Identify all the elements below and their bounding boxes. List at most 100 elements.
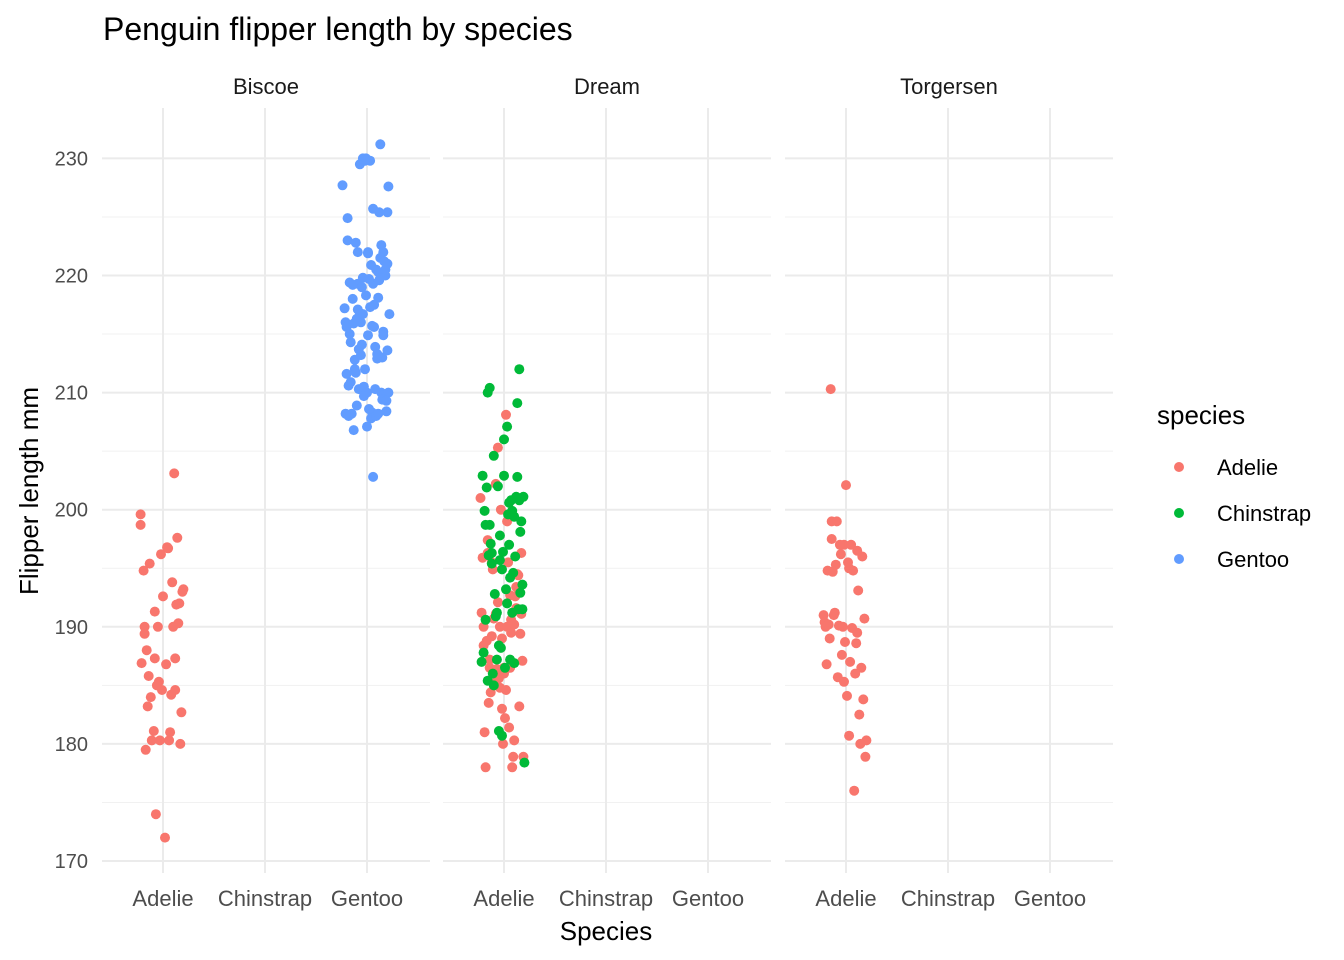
data-point-adelie bbox=[144, 558, 155, 569]
legend-title: species bbox=[1157, 400, 1245, 430]
data-point-adelie bbox=[514, 701, 525, 712]
data-point-adelie bbox=[160, 832, 170, 843]
x-tick-label: Chinstrap bbox=[559, 886, 653, 911]
data-point-gentoo bbox=[383, 181, 394, 192]
data-point-gentoo bbox=[342, 213, 353, 224]
facet-strip-label: Torgersen bbox=[900, 74, 998, 99]
data-point-adelie bbox=[139, 628, 150, 639]
data-point-adelie bbox=[141, 645, 152, 656]
data-point-gentoo bbox=[379, 256, 390, 267]
data-point-adelie bbox=[148, 726, 159, 736]
data-point-gentoo bbox=[381, 395, 392, 406]
data-point-chinstrap bbox=[482, 675, 493, 686]
data-point-adelie bbox=[508, 751, 519, 762]
legend-key-adelie bbox=[1174, 462, 1184, 472]
data-point-gentoo bbox=[352, 304, 363, 315]
data-point-gentoo bbox=[374, 275, 385, 286]
data-point-adelie bbox=[517, 655, 528, 666]
data-point-gentoo bbox=[351, 400, 362, 411]
y-tick-label: 230 bbox=[55, 148, 88, 170]
data-point-adelie bbox=[152, 621, 163, 632]
data-point-adelie bbox=[509, 735, 520, 746]
data-point-adelie bbox=[845, 656, 856, 667]
data-point-chinstrap bbox=[486, 558, 497, 569]
data-point-gentoo bbox=[367, 320, 378, 331]
facet-strip-label: Dream bbox=[574, 74, 640, 99]
data-point-adelie bbox=[146, 735, 157, 746]
data-point-gentoo bbox=[347, 293, 358, 304]
facet-panel-dream: Dream Adelie Chinstrap Gentoo bbox=[443, 74, 771, 911]
data-point-adelie bbox=[500, 713, 510, 724]
data-point-chinstrap bbox=[505, 654, 516, 665]
data-point-adelie bbox=[478, 640, 489, 651]
data-point-adelie bbox=[495, 504, 506, 515]
data-point-adelie bbox=[140, 744, 151, 755]
data-point-adelie bbox=[139, 621, 150, 632]
data-point-chinstrap bbox=[500, 662, 510, 673]
data-point-gentoo bbox=[384, 309, 395, 320]
data-point-chinstrap bbox=[479, 505, 490, 516]
data-point-gentoo bbox=[350, 367, 361, 378]
data-point-gentoo bbox=[372, 349, 383, 359]
x-tick-label: Gentoo bbox=[1014, 886, 1086, 911]
data-point-adelie bbox=[844, 730, 855, 741]
data-point-gentoo bbox=[364, 274, 374, 284]
data-point-adelie bbox=[837, 621, 848, 632]
data-point-gentoo bbox=[352, 247, 363, 258]
legend-label: Gentoo bbox=[1217, 547, 1289, 572]
data-point-adelie bbox=[826, 534, 837, 544]
data-point-chinstrap bbox=[476, 656, 487, 667]
data-point-gentoo bbox=[365, 302, 376, 313]
data-point-chinstrap bbox=[487, 668, 498, 679]
legend-key-gentoo bbox=[1174, 554, 1184, 564]
data-point-adelie bbox=[820, 621, 831, 632]
data-point-adelie bbox=[824, 633, 835, 644]
data-point-adelie bbox=[156, 549, 166, 560]
y-tick-label: 210 bbox=[55, 383, 88, 405]
data-point-chinstrap bbox=[508, 567, 519, 578]
y-tick-label: 200 bbox=[55, 500, 88, 522]
x-tick-label: Chinstrap bbox=[218, 886, 312, 911]
facet-panel-torgersen: Torgersen Adelie Chinstrap Gentoo bbox=[785, 74, 1113, 911]
data-point-gentoo bbox=[363, 248, 373, 259]
data-point-gentoo bbox=[353, 344, 364, 355]
y-tick-label: 220 bbox=[55, 266, 88, 288]
x-tick-label: Adelie bbox=[815, 886, 876, 911]
data-point-chinstrap bbox=[512, 471, 523, 482]
data-point-gentoo bbox=[341, 368, 352, 379]
data-point-adelie bbox=[145, 692, 156, 703]
data-point-adelie bbox=[507, 762, 518, 773]
data-point-adelie bbox=[177, 586, 188, 597]
data-point-chinstrap bbox=[502, 421, 513, 432]
data-point-adelie bbox=[143, 671, 154, 681]
data-point-gentoo bbox=[343, 380, 354, 391]
data-point-chinstrap bbox=[510, 551, 521, 562]
facet-strip-label: Biscoe bbox=[233, 74, 299, 99]
data-point-chinstrap bbox=[488, 450, 499, 461]
data-point-adelie bbox=[161, 659, 172, 670]
data-point-adelie bbox=[501, 685, 511, 695]
data-point-chinstrap bbox=[504, 539, 515, 550]
data-point-adelie bbox=[839, 676, 849, 687]
data-point-gentoo bbox=[361, 153, 371, 164]
data-point-gentoo bbox=[382, 345, 393, 356]
data-point-adelie bbox=[825, 384, 836, 395]
data-point-adelie bbox=[498, 738, 508, 749]
data-point-chinstrap bbox=[502, 598, 513, 609]
data-point-gentoo bbox=[363, 330, 373, 341]
data-point-adelie bbox=[853, 585, 864, 596]
data-point-chinstrap bbox=[489, 589, 500, 599]
data-point-adelie bbox=[503, 557, 514, 568]
data-point-gentoo bbox=[380, 264, 391, 275]
data-point-adelie bbox=[506, 627, 517, 638]
data-point-gentoo bbox=[342, 235, 353, 246]
data-point-gentoo bbox=[358, 391, 369, 402]
data-point-gentoo bbox=[376, 240, 387, 251]
data-point-gentoo bbox=[350, 237, 361, 248]
data-point-chinstrap bbox=[497, 730, 507, 741]
data-point-adelie bbox=[494, 621, 505, 632]
data-point-adelie bbox=[827, 566, 838, 577]
data-point-adelie bbox=[515, 628, 526, 639]
data-point-chinstrap bbox=[484, 382, 495, 393]
